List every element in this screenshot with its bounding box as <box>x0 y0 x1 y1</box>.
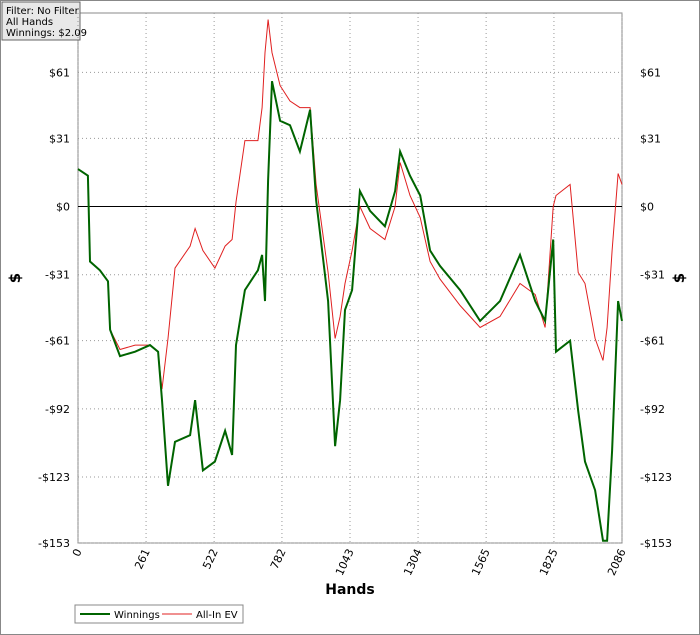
legend-label: Winnings <box>114 610 160 621</box>
y2-tick-label: -$92 <box>640 403 665 416</box>
series-line <box>77 19 623 390</box>
y2-tick-label: -$123 <box>640 471 672 484</box>
y2-axis-title: $ <box>670 273 688 283</box>
y2-tick-label: -$61 <box>640 335 665 348</box>
y-tick-label: $0 <box>56 201 70 214</box>
x-axis-title: Hands <box>325 582 375 598</box>
y-tick-label: -$61 <box>45 335 70 348</box>
info-line: Winnings: $2.09 <box>6 28 87 39</box>
y2-tick-label: $31 <box>640 132 661 145</box>
y-tick-label: -$153 <box>38 537 70 550</box>
y2-tick-label: $61 <box>640 66 661 79</box>
legend-label: All-In EV <box>196 610 238 621</box>
legend <box>74 604 244 624</box>
info-line: Filter: No Filter <box>6 6 80 17</box>
y2-tick-label: -$153 <box>640 537 672 550</box>
y-axis-title: $ <box>6 273 24 283</box>
info-line: All Hands <box>6 17 53 28</box>
x-tick-label: 0 <box>70 547 85 559</box>
y-tick-label: $31 <box>49 132 70 145</box>
y-tick-label: -$123 <box>38 471 70 484</box>
y2-tick-label: -$31 <box>640 269 665 282</box>
y-tick-label: $61 <box>49 66 70 79</box>
series-line <box>77 80 623 542</box>
y2-tick-label: $0 <box>640 201 654 214</box>
y-tick-label: -$92 <box>45 403 70 416</box>
info-box: Filter: No Filter All Hands Winnings: $2… <box>1 1 87 41</box>
y-tick-label: -$31 <box>45 269 70 282</box>
info-box-bg <box>1 1 81 41</box>
